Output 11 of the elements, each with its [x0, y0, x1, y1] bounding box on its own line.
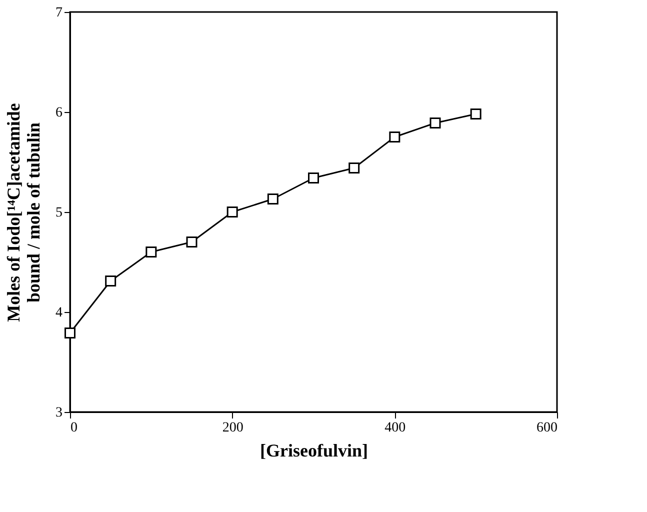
x-tick-label: 0 [70, 420, 78, 436]
y-tick-label: 7 [56, 6, 62, 20]
y-tick-label: 6 [56, 106, 62, 120]
x-tick-label: 600 [536, 420, 558, 436]
x-axis-title: [Griseofulvin] [260, 440, 368, 460]
x-tick-label: 200 [222, 420, 244, 436]
y-axis-title: Moles of Iodo[¹⁴C]acetamide bound / mole of tubulin [4, 103, 44, 322]
y-tick-label: 4 [56, 306, 62, 320]
y-tick-label: 5 [56, 206, 62, 220]
x-tick-label: 400 [384, 420, 406, 436]
y-tick-label: 3 [56, 406, 62, 420]
